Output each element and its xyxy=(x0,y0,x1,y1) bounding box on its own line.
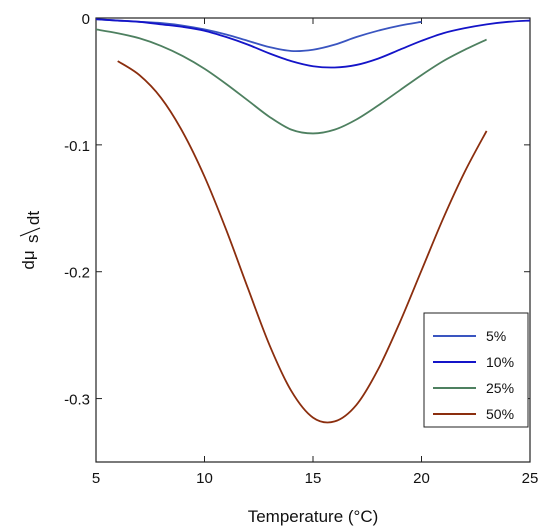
x-tick-label: 25 xyxy=(522,470,539,487)
series-lines xyxy=(95,18,531,424)
legend-label-3: 25% xyxy=(486,380,514,396)
series-line-2 xyxy=(95,18,531,69)
x-axis-title: Temperature (°C) xyxy=(248,507,379,526)
legend-label-1: 5% xyxy=(486,328,506,344)
legend-box xyxy=(423,312,529,428)
x-tick-label: 5 xyxy=(92,470,100,487)
y-tick-label: -0.2 xyxy=(64,265,90,282)
y-axis-title-slash xyxy=(19,227,41,237)
x-tick-label: 10 xyxy=(196,470,213,487)
x-tick-label: 20 xyxy=(413,470,430,487)
x-axis-ticks: 5 10 15 20 25 xyxy=(92,18,539,487)
y-tick-label: -0.1 xyxy=(64,138,90,155)
y-axis-title-denominator: dt xyxy=(24,211,43,225)
y-axis-title: dμ s dt xyxy=(19,211,43,270)
legend: 5% 10% 25% 50% xyxy=(423,312,529,428)
y-tick-label: -0.3 xyxy=(64,392,90,409)
series-line-4 xyxy=(117,60,488,424)
legend-label-2: 10% xyxy=(486,354,514,370)
y-axis-title-subscript: s xyxy=(23,235,42,244)
x-tick-label: 15 xyxy=(305,470,322,487)
legend-label-4: 50% xyxy=(486,406,514,422)
y-axis-title-numerator: dμ xyxy=(19,250,38,269)
series-line-3 xyxy=(95,28,487,135)
y-axis-ticks: 0 -0.1 -0.2 -0.3 xyxy=(64,11,530,409)
y-tick-label: 0 xyxy=(82,11,90,28)
